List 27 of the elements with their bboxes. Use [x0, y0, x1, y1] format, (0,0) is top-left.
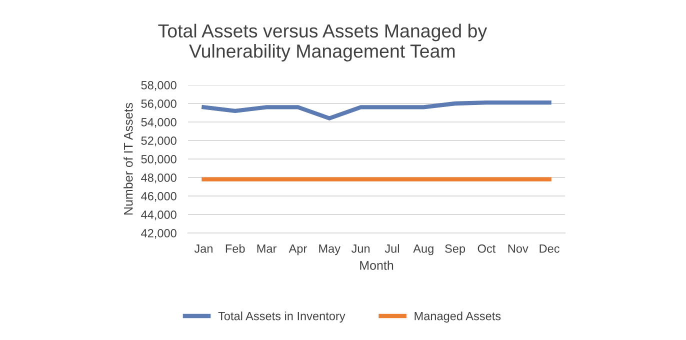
x-tick-label: Dec [540, 244, 560, 253]
x-tick-label: Sep [445, 244, 466, 256]
legend-label: Total Assets in Inventory [218, 312, 346, 323]
x-tick-label: May [319, 244, 341, 256]
chart-title: Total Assets versus Assets Managed by Vulnerability Management Team [158, 24, 488, 62]
y-tick-label: 56,000 [141, 100, 176, 110]
y-tick-label: 44,000 [141, 210, 176, 220]
x-tick-label: Feb [226, 244, 245, 253]
legend-label: Managed Assets [414, 312, 501, 323]
y-tick-label: 48,000 [141, 174, 176, 184]
x-tick-label: Jan [194, 244, 212, 253]
x-tick-label: Oct [478, 244, 496, 253]
x-tick-label: Nov [508, 244, 528, 253]
x-tick-label: Mar [257, 244, 277, 253]
y-axis-title: Number of IT Assets [124, 102, 133, 214]
y-tick-label: 42,000 [141, 229, 176, 239]
x-tick-label: Jun [351, 244, 370, 253]
line-series [202, 100, 552, 120]
y-tick-label: 54,000 [141, 118, 176, 128]
y-tick-label: 50,000 [141, 155, 176, 165]
x-tick-label: Aug [413, 244, 434, 256]
y-tick-label: 52,000 [141, 136, 176, 146]
x-tick-label: Jul [384, 244, 399, 253]
x-axis-title: Month [360, 260, 394, 270]
x-tick-label: Apr [288, 244, 307, 256]
y-tick-label: 46,000 [141, 192, 176, 202]
y-tick-label: 58,000 [141, 81, 176, 91]
